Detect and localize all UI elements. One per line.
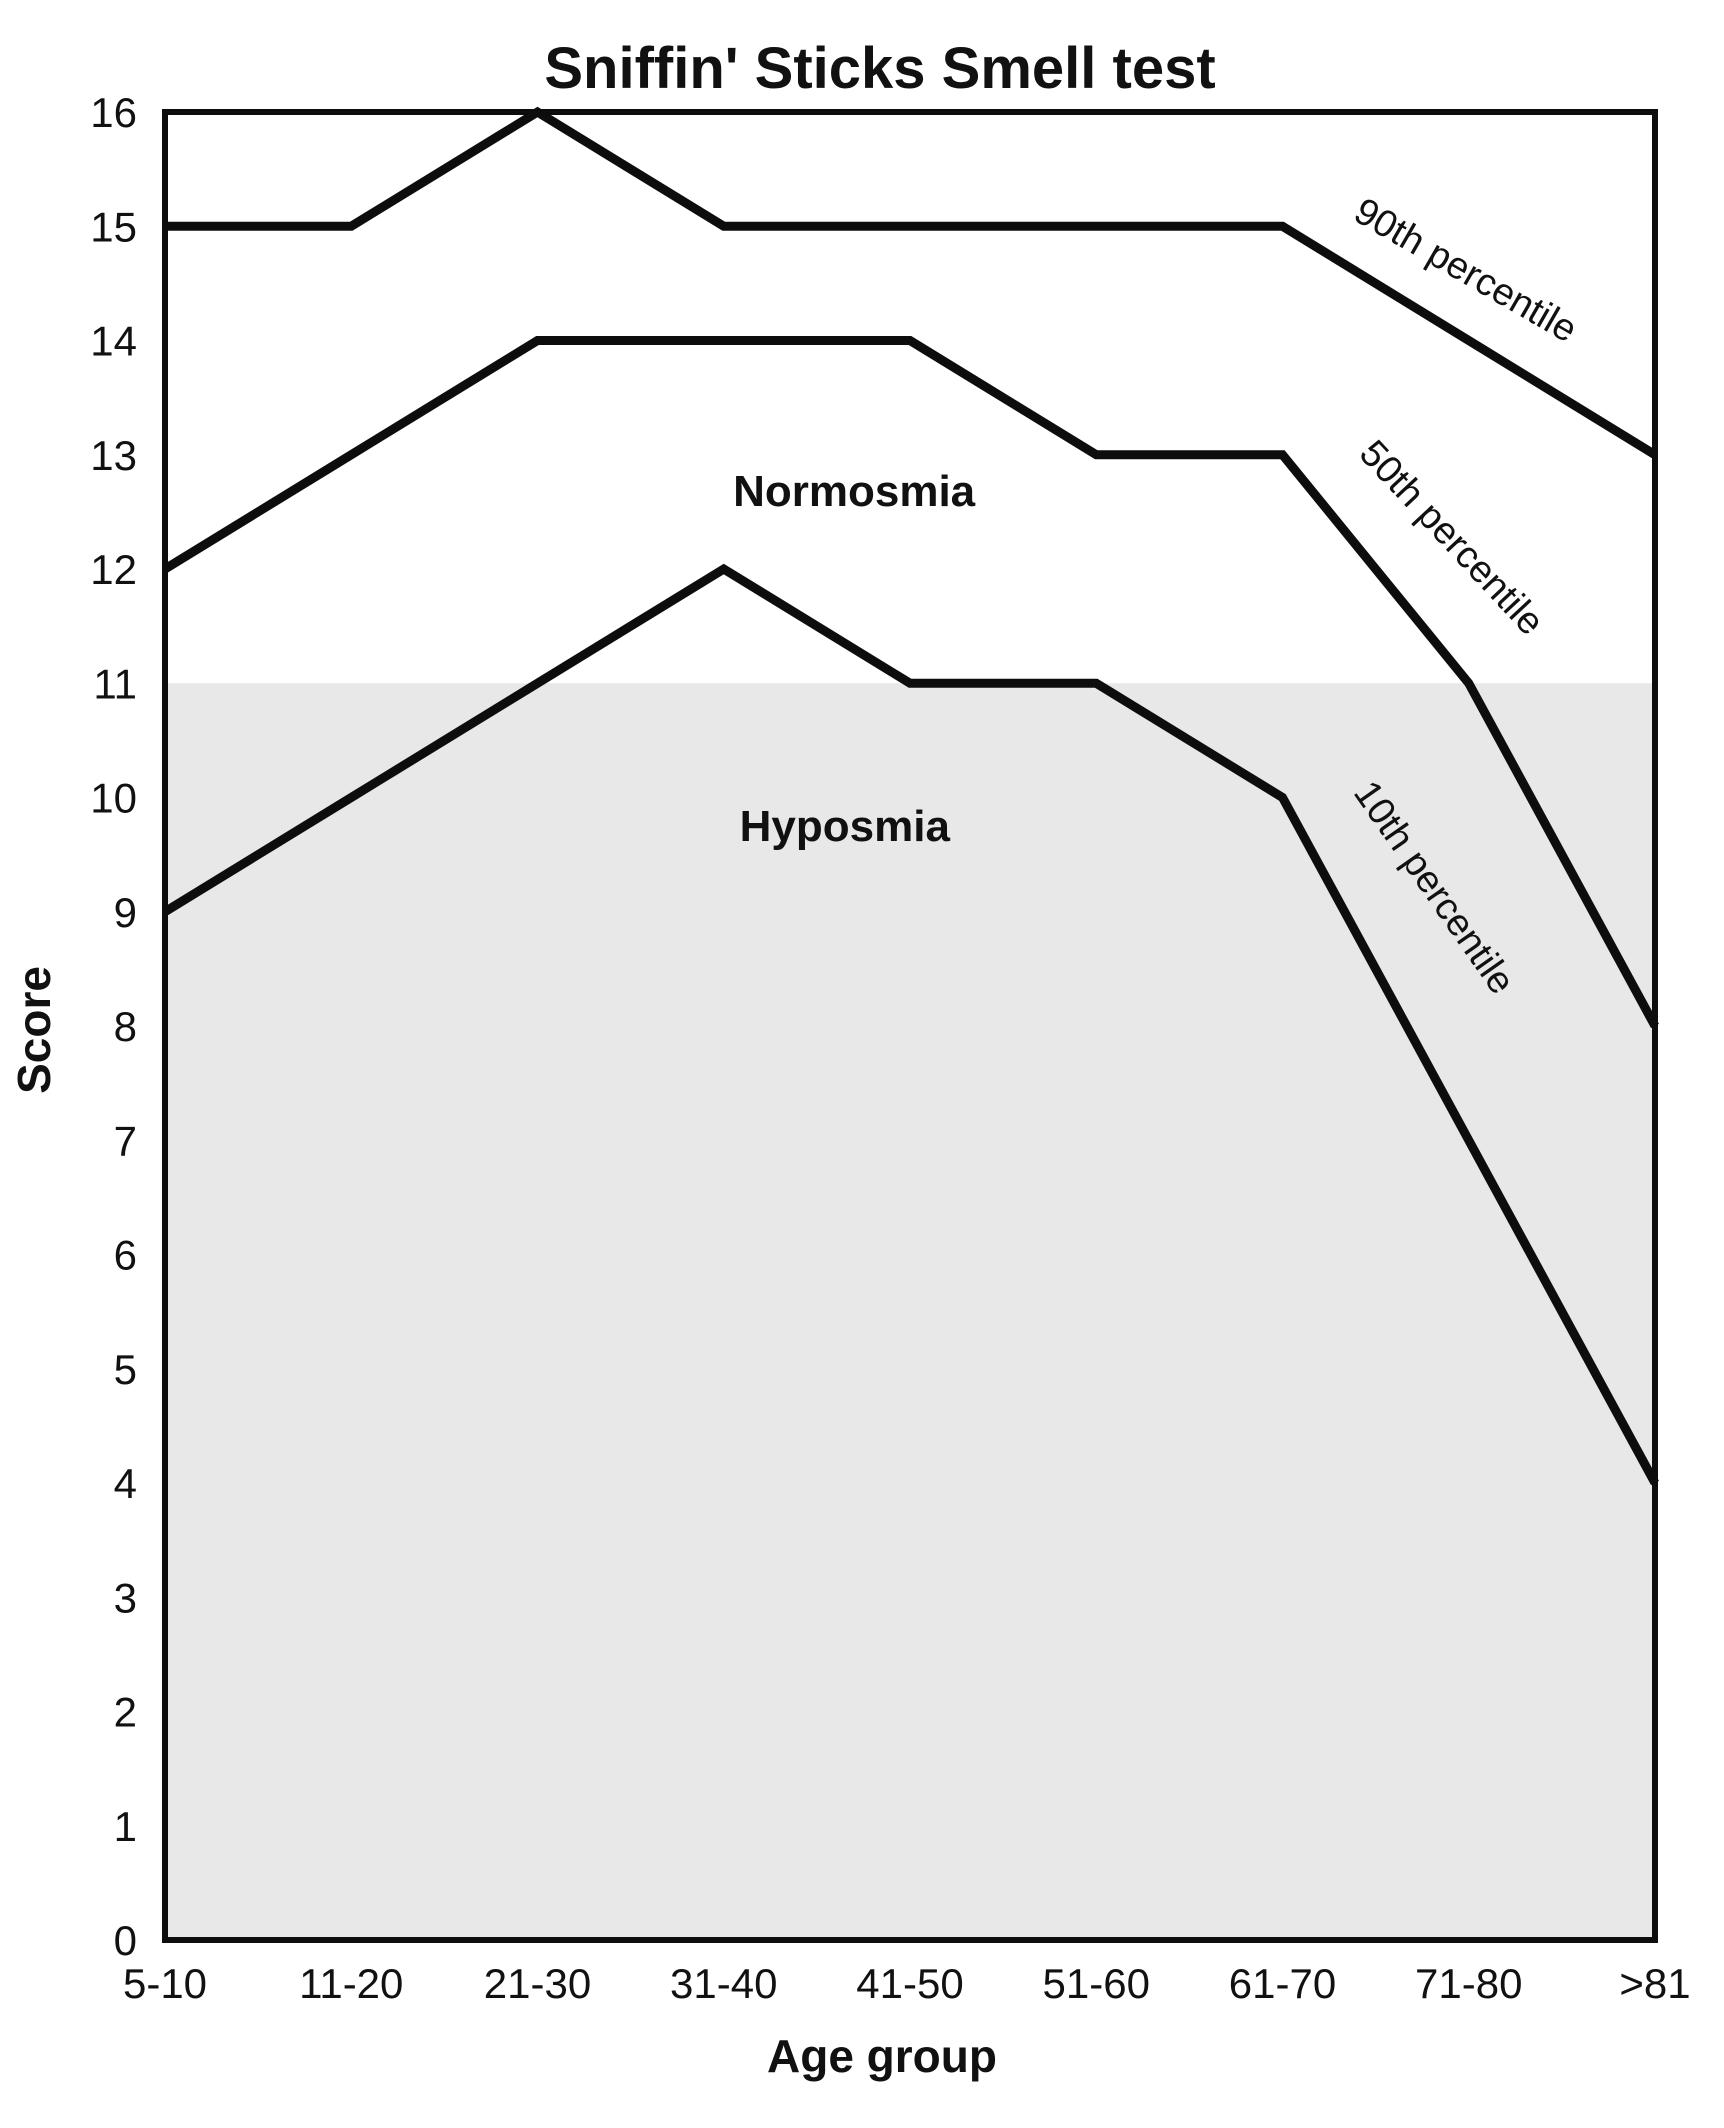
x-axis-tick-label: 5-10 — [123, 1960, 207, 2007]
series-label-90th-percentile: 90th percentile — [1347, 190, 1584, 351]
y-axis-tick-label: 2 — [114, 1689, 137, 1736]
y-axis-tick-label: 15 — [90, 203, 137, 250]
y-axis-tick-label: 14 — [90, 318, 137, 365]
y-axis-tick-label: 9 — [114, 889, 137, 936]
x-axis-tick-labels: 5-10 11-20 21-30 31-40 41-50 51-60 61-70 71-80 >… — [123, 1960, 1691, 2007]
y-axis-tick-label: 8 — [114, 1003, 137, 1050]
y-axis-tick-label: 11 — [93, 660, 137, 707]
x-axis-tick-label: >81 — [1619, 1960, 1690, 2007]
x-axis-tick-label: 21-30 — [484, 1960, 591, 2007]
region-label-hyposmia: Hyposmia — [740, 802, 951, 851]
x-axis-tick-label: 31-40 — [670, 1960, 777, 2007]
hyposmia-region — [165, 683, 1655, 1940]
y-axis-tick-label: 16 — [90, 89, 137, 136]
x-axis-tick-label: 61-70 — [1229, 1960, 1336, 2007]
series-label-50th-percentile: 50th percentile — [1351, 432, 1552, 643]
x-axis-tick-label: 11-20 — [299, 1960, 403, 2007]
chart-title: Sniffin' Sticks Smell test — [544, 36, 1215, 101]
y-axis-tick-label: 10 — [90, 775, 137, 822]
line-10th-percentile — [162, 563, 1659, 1486]
x-axis-tick-label: 71-80 — [1415, 1960, 1522, 2007]
region-label-normosmia: Normosmia — [733, 467, 976, 516]
line-50th-percentile — [162, 336, 1659, 1029]
line-90th-percentile — [165, 106, 1658, 459]
plot-frame — [162, 109, 1658, 1943]
y-axis-tick-label: 4 — [114, 1460, 137, 1507]
y-axis-tick-label: 7 — [114, 1117, 137, 1164]
y-axis-title: Score — [8, 966, 60, 1094]
x-axis-tick-label: 51-60 — [1043, 1960, 1150, 2007]
y-axis-tick-label: 1 — [114, 1803, 137, 1850]
y-axis-tick-label: 3 — [114, 1574, 137, 1621]
y-axis-tick-label: 6 — [114, 1232, 137, 1279]
y-axis-tick-label: 12 — [90, 546, 137, 593]
y-axis-tick-label: 13 — [90, 432, 137, 479]
series-lines — [162, 106, 1659, 1486]
y-axis-tick-label: 0 — [114, 1917, 137, 1964]
x-axis-tick-label: 41-50 — [856, 1960, 963, 2007]
y-axis-tick-label: 5 — [114, 1346, 137, 1393]
x-axis-title: Age group — [767, 2030, 997, 2082]
